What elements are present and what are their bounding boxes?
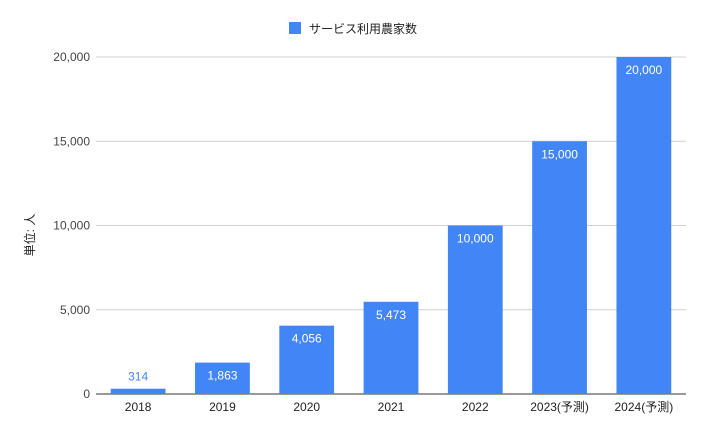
y-tick-label: 15,000 <box>53 134 90 148</box>
x-tick-label: 2022 <box>462 400 489 414</box>
y-tick-label: 20,000 <box>53 50 90 64</box>
data-label: 4,056 <box>292 332 322 346</box>
data-labels: 314 1,863 4,056 5,473 10,000 15,000 20,000 <box>128 63 662 384</box>
bar <box>363 301 419 394</box>
legend: サービス利用農家数 <box>289 21 417 36</box>
y-tick-label: 5,000 <box>60 303 90 317</box>
bar <box>447 225 503 394</box>
y-tick-label: 0 <box>83 387 90 401</box>
bar <box>195 362 250 394</box>
bar <box>110 388 166 394</box>
x-tick-label: 2024(予測) <box>615 400 674 414</box>
data-label: 1,863 <box>207 369 237 383</box>
y-axis-title: 単位: 人 <box>22 214 37 257</box>
data-label: 5,473 <box>376 308 406 322</box>
data-label: 10,000 <box>457 232 494 246</box>
axes: 0 5,000 10,000 15,000 20,000 2018 2019 2020 2021… <box>53 50 686 414</box>
x-tick-label: 2021 <box>378 400 405 414</box>
data-label: 314 <box>128 370 148 384</box>
y-tick-label: 10,000 <box>53 219 90 233</box>
bars <box>110 57 672 394</box>
x-tick-label: 2020 <box>293 400 320 414</box>
legend-swatch <box>289 22 301 34</box>
x-tick-label: 2023(予測) <box>530 400 589 414</box>
gridlines <box>96 56 686 311</box>
x-tick-label: 2019 <box>209 400 236 414</box>
bar <box>532 141 587 394</box>
data-label: 20,000 <box>626 63 663 77</box>
x-tick-label: 2018 <box>125 400 152 414</box>
bar <box>616 57 672 394</box>
data-label: 15,000 <box>541 147 578 161</box>
bar <box>279 325 335 394</box>
legend-label: サービス利用農家数 <box>309 21 417 36</box>
